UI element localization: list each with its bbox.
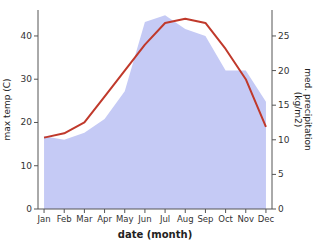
y2-tick: [272, 105, 276, 106]
y-tick-label: 10: [21, 161, 33, 171]
temp-line: [44, 19, 266, 138]
x-tick: [165, 209, 166, 213]
x-tick: [205, 209, 206, 213]
y2-tick-label: 0: [278, 204, 284, 214]
y2-tick: [272, 139, 276, 140]
x-tick: [104, 209, 105, 213]
x-tick: [245, 209, 246, 213]
y2-tick: [272, 174, 276, 175]
y2-tick-label: 20: [278, 66, 290, 76]
x-tick: [84, 209, 85, 213]
x-axis-label: date (month): [118, 229, 192, 240]
y2-tick-label: 10: [278, 135, 290, 145]
x-tick-label: Feb: [57, 214, 72, 224]
x-tick: [64, 209, 65, 213]
y-tick-label: 0: [26, 204, 32, 214]
y-tick: [34, 209, 38, 210]
y-axis-line: [38, 10, 39, 209]
y2-tick: [272, 35, 276, 36]
x-tick-label: Aug: [177, 214, 194, 224]
x-tick: [265, 209, 266, 213]
x-tick-label: Apr: [97, 214, 112, 224]
x-tick-label: Nov: [237, 214, 254, 224]
chart: 0 10 20 30 40 0 5 10 15 20 25 Jan Feb Mar Apr MayJun Jul…: [0, 0, 318, 243]
y-tick: [34, 79, 38, 80]
x-tick: [225, 209, 226, 213]
x-tick-label: Jun: [137, 214, 151, 224]
x-tick: [185, 209, 186, 213]
marks: [44, 15, 266, 209]
x-tick: [124, 209, 125, 213]
y-tick-label: 40: [21, 31, 33, 41]
y-tick-label: 30: [21, 74, 33, 84]
y2-tick-label: 5: [278, 169, 284, 179]
y-axis-label: max temp (C): [2, 78, 12, 140]
y2-tick: [272, 209, 276, 210]
y-tick: [34, 122, 38, 123]
y2-tick-label: 25: [278, 31, 289, 41]
x-tick: [144, 209, 145, 213]
y-tick: [34, 165, 38, 166]
y2-axis-label: med. precipitation(kg/m2): [293, 68, 314, 150]
x-tick-label: Dec: [258, 214, 275, 224]
x-tick-label: Sep: [197, 214, 213, 224]
x-tick-label: Oct: [218, 214, 233, 224]
y-tick: [34, 35, 38, 36]
x-tick-label: Mar: [76, 214, 93, 224]
x-tick-label: Jul: [159, 214, 170, 224]
y2-tick-label: 15: [278, 100, 289, 110]
x-axis-line: [38, 209, 272, 210]
x-tick: [44, 209, 45, 213]
x-tick-label: May: [116, 214, 134, 224]
y2-tick: [272, 70, 276, 71]
y2-axis-line: [272, 10, 273, 209]
y-tick-label: 20: [21, 117, 33, 127]
precip-area: [44, 15, 266, 209]
x-tick-label: Jan: [36, 214, 50, 224]
